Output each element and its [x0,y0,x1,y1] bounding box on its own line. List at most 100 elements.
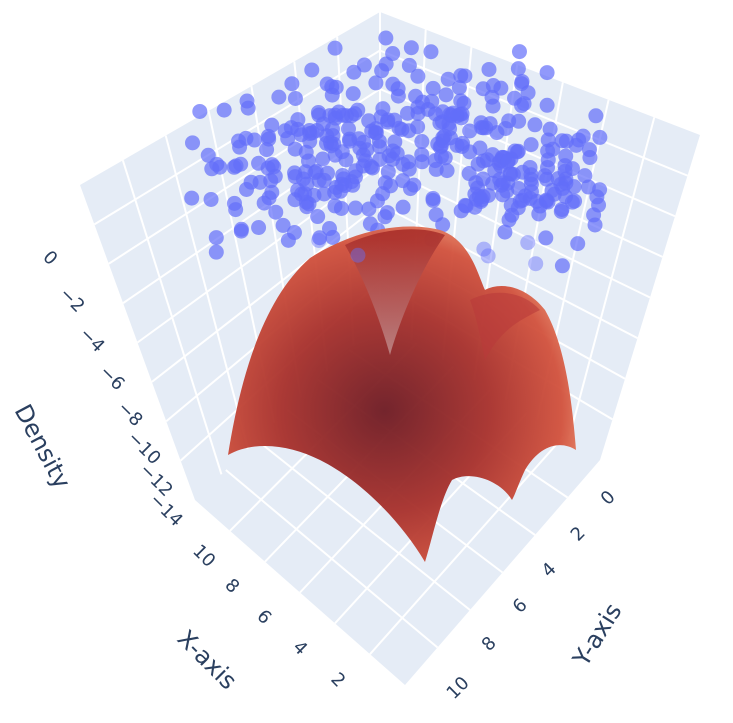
scatter-point [264,157,280,173]
scatter-point [403,40,419,56]
scatter-point [327,198,343,214]
scatter-point [299,199,315,215]
scatter-point [523,171,539,187]
y-tick-label: 0 [597,487,620,510]
surface-peak-highlight [345,229,445,355]
scatter-point [520,235,536,251]
scatter-point [451,80,467,96]
scatter-point [268,204,284,220]
scatter-point [385,46,401,62]
scatter-point [203,191,219,207]
surface-series [228,226,576,562]
scatter-point [380,114,396,130]
scatter-point [558,148,574,164]
scatter-point [414,134,430,150]
scatter-point [428,161,444,177]
scatter-point [456,95,472,111]
x-tick-label: 4 [288,637,311,660]
grid-line [369,436,565,655]
y-tick-label: 2 [567,523,590,546]
scatter-point [557,163,573,179]
scatter-point [423,44,439,60]
scatter-point [511,113,527,129]
scatter-point [414,154,430,170]
scatter-point [252,174,268,190]
scatter-point [346,64,362,80]
scatter-point [315,151,331,167]
scatter-point [514,73,530,89]
scatter-point [457,197,473,213]
scatter-point [185,135,201,151]
scatter-point [364,160,380,176]
scatter-point [334,176,350,192]
scatter-point [457,68,473,84]
scatter-point [425,190,441,206]
scatter-point [375,101,391,117]
scatter-point [216,102,232,118]
scatter-point [480,248,496,264]
scatter-point [480,187,496,203]
x-tick-label: 2 [326,669,349,692]
scatter-point [570,236,586,252]
x-axis-title: X-axis [172,624,243,695]
scatter-point [315,116,331,132]
scatter-point [192,103,208,119]
scatter-point [435,217,451,233]
scatter-point [571,132,587,148]
scatter-point [226,159,242,175]
scatter-point [476,241,492,257]
x-tick-label: 6 [252,606,275,629]
scatter-point [390,88,406,104]
scatter-point [503,166,519,182]
scatter-point [523,137,539,153]
scatter-point [539,171,555,187]
scatter-point [312,230,328,246]
scatter-point [233,223,249,239]
scatter-point [501,212,517,228]
scatter-point [500,154,516,170]
scatter-point [395,173,411,189]
scatter-point [580,179,596,195]
grid-line [379,49,688,177]
scatter-point [511,44,527,60]
scatter-point [251,220,267,236]
scatter-point [401,57,417,73]
z-tick-label: −10 [123,427,165,469]
scatter-point [383,178,399,194]
scatter-point [538,230,554,246]
scatter-point [476,153,492,169]
scatter-point [275,217,291,233]
scatter-point [516,96,532,112]
scatter-point [510,180,526,196]
grid-line [379,203,638,340]
y-tick-label: 8 [478,633,501,656]
scatter-point [410,68,426,84]
scatter-point [232,139,248,155]
scatter-point [540,159,556,175]
scatter-point [527,117,543,133]
scatter-point [378,30,394,46]
x-tick-label: 10 [188,541,219,572]
scatter-point [287,90,303,106]
scatter-point [212,159,228,175]
scatter-point [290,121,306,137]
scatter-point [468,175,484,191]
scatter-point [385,151,401,167]
scatter-point [284,76,300,92]
scatter-point [542,121,558,137]
scatter-point [462,144,478,160]
scatter-point [327,40,343,56]
scatter-series [184,30,608,274]
scatter-point [287,141,303,157]
scatter-point [493,177,509,193]
scatter-point [424,93,440,109]
scatter-point [589,189,605,205]
scatter-point [259,142,275,158]
scatter-point [280,131,296,147]
scatter-point [439,163,455,179]
scatter-point [200,147,216,163]
scatter-point [310,209,326,225]
scatter-point [577,168,593,184]
